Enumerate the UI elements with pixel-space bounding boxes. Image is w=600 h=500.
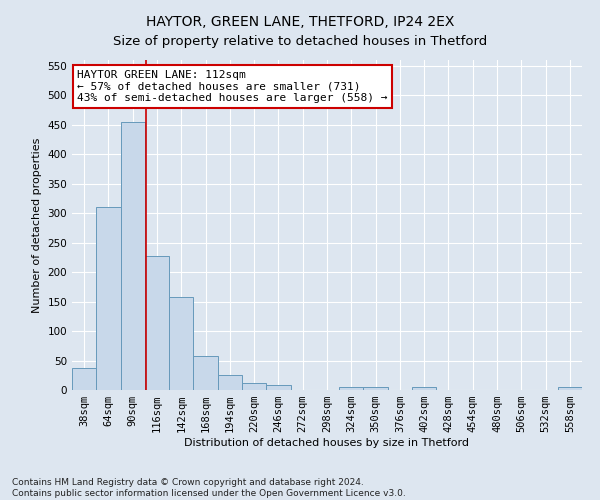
Bar — [364, 387, 388, 390]
Text: Size of property relative to detached houses in Thetford: Size of property relative to detached ho… — [113, 35, 487, 48]
Bar — [96, 208, 121, 390]
Bar — [145, 256, 169, 390]
Text: Contains HM Land Registry data © Crown copyright and database right 2024.
Contai: Contains HM Land Registry data © Crown c… — [12, 478, 406, 498]
Bar — [121, 122, 145, 390]
X-axis label: Distribution of detached houses by size in Thetford: Distribution of detached houses by size … — [185, 438, 470, 448]
Bar — [72, 368, 96, 390]
Bar — [169, 297, 193, 390]
Bar — [412, 387, 436, 390]
Text: HAYTOR GREEN LANE: 112sqm
← 57% of detached houses are smaller (731)
43% of semi: HAYTOR GREEN LANE: 112sqm ← 57% of detac… — [77, 70, 388, 103]
Bar — [193, 356, 218, 390]
Bar — [266, 384, 290, 390]
Y-axis label: Number of detached properties: Number of detached properties — [32, 138, 42, 312]
Bar — [218, 374, 242, 390]
Text: HAYTOR, GREEN LANE, THETFORD, IP24 2EX: HAYTOR, GREEN LANE, THETFORD, IP24 2EX — [146, 15, 454, 29]
Bar — [339, 387, 364, 390]
Bar — [242, 383, 266, 390]
Bar — [558, 387, 582, 390]
